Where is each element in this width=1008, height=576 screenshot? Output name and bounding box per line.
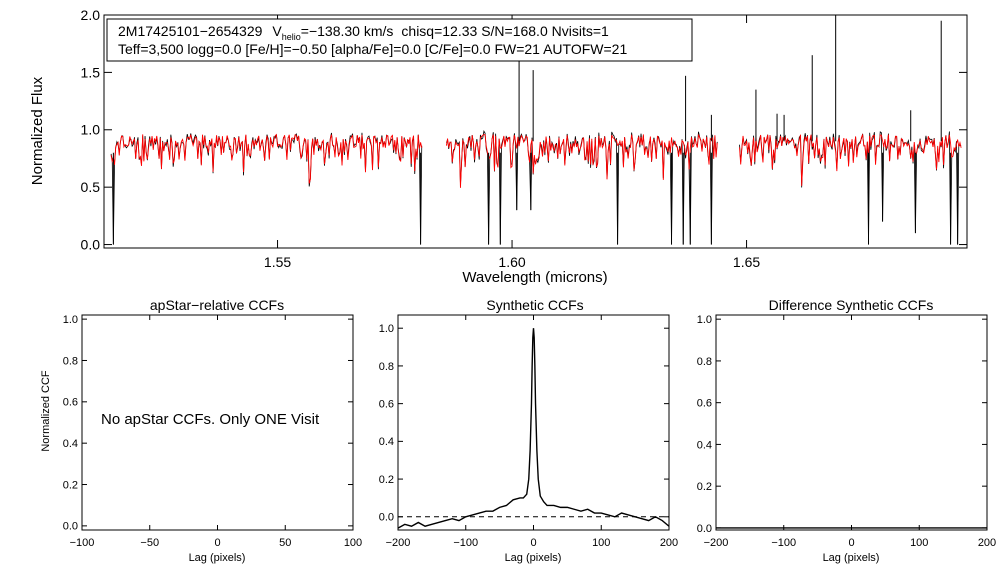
- apstar-ccf-xtick-label: 0: [214, 537, 220, 549]
- apstar-ccf-ytick-label: 0.6: [63, 397, 78, 409]
- observed-spectrum-line: [110, 132, 423, 245]
- synthetic-ccf-ytick-label: 1.0: [379, 323, 394, 335]
- apstar-ccf-xlabel: Lag (pixels): [189, 552, 246, 564]
- synthetic-ccf-xlabel: Lag (pixels): [505, 552, 562, 564]
- annotation-box: 2M17425101−2654329 Vhelio=−138.30 km/s chi…: [106, 18, 693, 62]
- difference-ccf-frame: [715, 314, 988, 531]
- apstar-ccf-panel: apStar−relative CCFs −100 −50 0 50 100 0.0 0.2…: [40, 297, 362, 564]
- synthetic-ccf-panel: Synthetic CCFs −200 −100 0 100 200 0.0 0.2 0.4 0…: [379, 297, 678, 564]
- difference-ccf-panel: Difference Synthetic CCFs −200 −100 0 100 20…: [697, 297, 996, 564]
- difference-ccf-ytick-label: 0.0: [697, 523, 712, 535]
- annotation-stats: chisq=12.33 S/N=168.0 Nvisits=1: [401, 23, 609, 39]
- difference-ccf-ytick-label: 0.2: [697, 481, 712, 493]
- apstar-ccf-ytick-label: 0.4: [63, 438, 78, 450]
- synthetic-ccf-ytick-label: 0.4: [379, 436, 394, 448]
- difference-ccf-xtick-label: −200: [704, 537, 729, 549]
- spectrum-ytick-label: 1.5: [81, 64, 101, 80]
- annotation-vhelio-symbol: V: [272, 23, 282, 39]
- difference-ccf-xtick-label: 0: [848, 537, 854, 549]
- spectrum-xtick-label: 1.65: [733, 254, 760, 270]
- difference-ccf-xtick-label: 200: [978, 537, 996, 549]
- synthetic-ccf-ytick-label: 0.6: [379, 398, 394, 410]
- spectrum-ytick-label: 0.0: [81, 236, 101, 252]
- model-spectrum-line: [739, 133, 962, 186]
- annotation-vhelio-sub: helio: [282, 32, 301, 42]
- apstar-ccf-ylabel: Normalized CCF: [40, 370, 52, 452]
- annotation-line-1: 2M17425101−2654329 Vhelio=−138.30 km/s chi…: [118, 23, 609, 42]
- apstar-ccf-message: No apStar CCFs. Only ONE Visit: [101, 411, 320, 428]
- spectrum-ytick-label: 1.0: [81, 122, 101, 138]
- model-spectrum-line: [445, 133, 718, 188]
- apstar-ccf-title: apStar−relative CCFs: [150, 297, 284, 313]
- synthetic-ccf-series: [397, 328, 670, 529]
- spectrum-xtick-label: 1.55: [264, 254, 291, 270]
- difference-ccf-title: Difference Synthetic CCFs: [769, 297, 934, 313]
- observed-spectrum-line: [739, 131, 962, 245]
- spectrum-segments: [110, 130, 962, 245]
- spectrum-ticks: 1.55 1.60 1.65 0.0 0.5 1.0 1.5 2.0: [81, 7, 967, 270]
- difference-ccf-ticks: −200 −100 0 100 200 0.0 0.2 0.4 0.6 0.8 1.0: [697, 314, 996, 549]
- synthetic-ccf-ytick-label: 0.8: [379, 361, 394, 373]
- spectrum-ytick-label: 2.0: [81, 7, 101, 23]
- difference-ccf-ytick-label: 0.4: [697, 439, 712, 451]
- apstar-ccf-ytick-label: 1.0: [63, 314, 78, 326]
- difference-ccf-xlabel: Lag (pixels): [823, 552, 880, 564]
- synthetic-ccf-ytick-label: 0.0: [379, 512, 394, 524]
- apstar-ccf-xtick-label: −100: [70, 537, 95, 549]
- model-spectrum-line: [110, 133, 423, 184]
- spectrum-ytick-label: 0.5: [81, 179, 101, 195]
- annotation-line-2: Teff=3,500 logg=0.0 [Fe/H]=−0.50 [alpha/…: [118, 41, 627, 57]
- apstar-ccf-xtick-label: 50: [279, 537, 291, 549]
- apstar-ccf-xtick-label: 100: [344, 537, 362, 549]
- spectrum-spikes: [112, 15, 959, 245]
- apstar-ccf-ytick-label: 0.8: [63, 355, 78, 367]
- difference-ccf-ytick-label: 0.8: [697, 356, 712, 368]
- difference-ccf-xtick-label: 100: [910, 537, 928, 549]
- difference-ccf-xtick-label: −100: [771, 537, 796, 549]
- synthetic-ccf-xtick-label: 0: [530, 537, 536, 549]
- synthetic-ccf-xtick-label: 200: [660, 537, 678, 549]
- synthetic-ccf-ytick-label: 0.2: [379, 474, 394, 486]
- synthetic-ccf-xtick-label: 100: [592, 537, 610, 549]
- apstar-ccf-ytick-label: 0.0: [63, 521, 78, 533]
- spectrum-frame: [103, 14, 968, 249]
- spectrum-ylabel: Normalized Flux: [29, 76, 46, 185]
- annotation-star-id: 2M17425101−2654329: [118, 23, 263, 39]
- spectrum-xtick-label: 1.60: [498, 254, 525, 270]
- annotation-vhelio-value: =−138.30 km/s: [301, 23, 394, 39]
- apstar-ccf-xtick-label: −50: [140, 537, 159, 549]
- synthetic-ccf-ticks: −200 −100 0 100 200 0.0 0.2 0.4 0.6 0.8 1.0: [379, 315, 678, 549]
- synthetic-ccf-xtick-label: −100: [453, 537, 478, 549]
- spectrum-xlabel: Wavelength (microns): [462, 269, 607, 286]
- apstar-ccf-ticks: −100 −50 0 50 100 0.0 0.2 0.4 0.6 0.8 1.0: [63, 314, 362, 549]
- synthetic-ccf-frame: [397, 314, 670, 531]
- spectrum-panel: 1.55 1.60 1.65 0.0 0.5 1.0 1.5 2.0 Wavelength (…: [29, 7, 968, 286]
- difference-ccf-ytick-label: 0.6: [697, 398, 712, 410]
- apstar-ccf-ytick-label: 0.2: [63, 479, 78, 491]
- synthetic-ccf-xtick-label: −200: [386, 537, 411, 549]
- synthetic-ccf-title: Synthetic CCFs: [486, 297, 583, 313]
- difference-ccf-ytick-label: 1.0: [697, 314, 712, 326]
